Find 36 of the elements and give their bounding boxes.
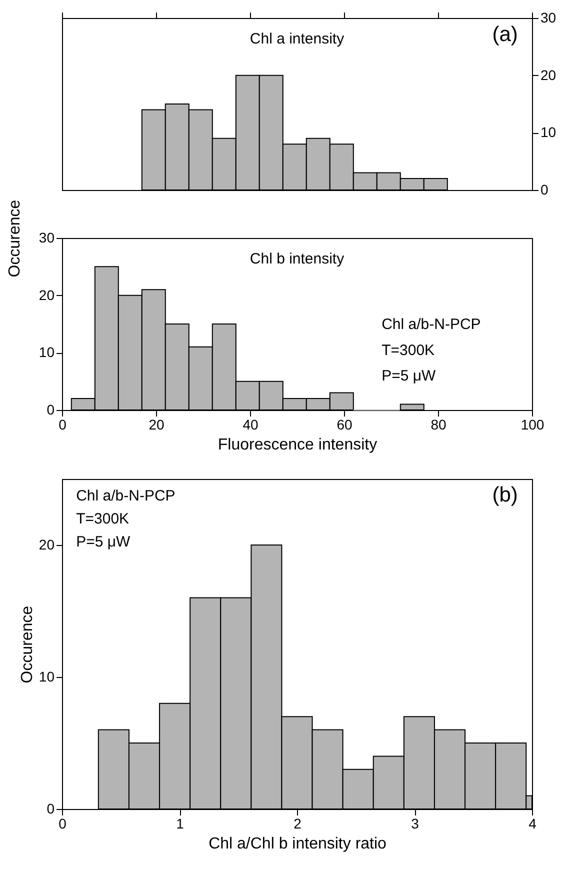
annotation: Chl a/b-N-PCP	[76, 488, 176, 504]
annotation: P=5 μW	[382, 368, 437, 385]
y-tick-label: 30	[540, 10, 556, 26]
y-tick-label: 0	[540, 182, 548, 198]
y-tick-label: 20	[38, 536, 55, 552]
annotation: Chl a intensity	[250, 30, 345, 48]
x-tick-label: 100	[520, 416, 544, 432]
y-axis-title: Occurence	[18, 606, 36, 684]
y-tick-label: 0	[46, 800, 55, 816]
x-tick-label: 2	[294, 816, 302, 832]
x-tick-label: 4	[528, 816, 537, 832]
y-tick-label: 20	[38, 286, 55, 303]
x-tick-label: 3	[411, 816, 420, 832]
y-axis-title: Occurence	[6, 200, 24, 278]
annotation: Chl a/b-N-PCP	[382, 316, 481, 333]
y-tick-label: 10	[38, 668, 55, 684]
annotation: (a)	[492, 23, 518, 46]
x-tick-label: 40	[242, 416, 258, 432]
x-tick-label: 80	[430, 416, 446, 432]
annotation: T=300K	[382, 342, 435, 359]
annotation: T=300K	[76, 510, 130, 528]
annotation: Chl b intensity	[250, 250, 345, 268]
annotation: P=5 μW	[76, 534, 132, 551]
y-tick-label: 10	[540, 124, 556, 140]
x-axis-title: Chl a/Chl b intensity ratio	[208, 836, 387, 852]
x-tick-label: 0	[58, 416, 67, 432]
x-tick-label: 0	[58, 816, 67, 832]
x-tick-label: 20	[148, 416, 164, 432]
x-tick-label: 60	[336, 416, 352, 432]
x-tick-label: 1	[176, 816, 184, 832]
y-tick-label: 0	[46, 402, 55, 418]
y-tick-label: 30	[38, 230, 55, 246]
x-axis-title: Fluorescence intensity	[218, 436, 378, 454]
y-tick-label: 20	[540, 66, 556, 83]
y-tick-label: 10	[38, 344, 55, 360]
annotation: (b)	[492, 484, 518, 506]
